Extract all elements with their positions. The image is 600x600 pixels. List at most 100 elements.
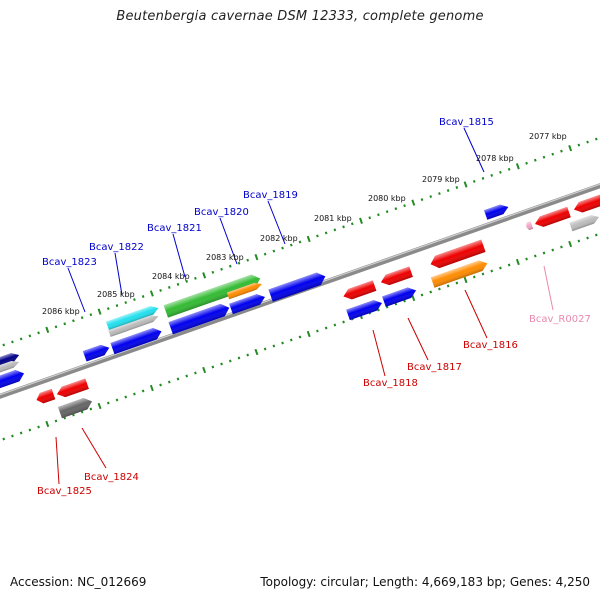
gene-blue-left[interactable] [0,368,26,391]
inner-ruler-dot [472,275,476,279]
inner-ruler-dot [220,362,223,366]
tick-label-2084: 2084 kbp [152,272,190,281]
tick-label-2086: 2086 kbp [42,307,80,316]
gene-features [0,193,600,419]
outer-ruler-dot [124,301,128,305]
outer-ruler-dot [342,225,345,229]
gene-bcav-1815[interactable] [484,202,510,220]
gene-grey-mid-shade [108,315,159,337]
gene-orange-small[interactable] [226,281,263,300]
gene-bcav-1824-shade [57,398,93,419]
gene-navy-left[interactable] [0,351,21,370]
inner-ruler-dot [124,395,128,399]
label-bcav-1825[interactable]: Bcav_1825 [37,486,92,497]
gene-bcav-1824[interactable] [57,396,94,419]
gene-bcav-1815-shade [484,204,509,220]
outer-ruler-dot [298,240,302,244]
gene-bcav-r0027[interactable] [525,221,534,231]
gene-bcav-1823[interactable] [110,326,163,355]
label-leaders [55,127,554,485]
gene-bcav-1822[interactable] [106,304,160,331]
label-bcav-1821[interactable]: Bcav_1821 [147,223,202,234]
tick-label-2085: 2085 kbp [97,290,135,299]
tick-label-2081: 2081 kbp [314,214,352,223]
leader-bcav-1823 [67,267,86,313]
inner-ruler-dot [167,380,171,384]
outer-ruler-dot [403,204,406,208]
outer-ruler-dot [72,319,75,323]
label-bcav-r0027[interactable]: Bcav_R0027 [529,314,591,325]
gene-bcav-1820b[interactable] [229,292,267,315]
label-bcav-1820[interactable]: Bcav_1820 [194,207,249,218]
inner-ruler-major-tick [463,276,468,284]
inner-ruler-dot [54,419,58,423]
gene-bcav-1825[interactable] [35,388,56,405]
gene-orange-small-shade [226,283,262,300]
gene-red-a-shade [535,206,571,227]
label-bcav-1819[interactable]: Bcav_1819 [243,190,298,201]
label-bcav-1816[interactable]: Bcav_1816 [463,340,518,351]
gene-bcav-1824a[interactable] [55,378,89,400]
inner-ruler-dot [194,371,197,375]
inner-ruler-major-tick [202,366,207,374]
outer-ruler-dot [542,155,546,159]
outer-ruler-dot [228,264,232,268]
label-bcav-1822[interactable]: Bcav_1822 [89,242,144,253]
leader-bcav-1821 [172,233,186,278]
gene-red-a[interactable] [533,206,571,229]
outer-ruler-dot [420,198,424,202]
gene-bcav-1816a[interactable] [428,239,486,271]
label-bcav-1817[interactable]: Bcav_1817 [407,362,462,373]
outer-ruler-dot [185,279,189,283]
inner-ruler-dot [281,341,284,345]
inner-ruler-dot [542,251,546,255]
outer-ruler-dot [525,161,528,165]
outer-ruler-dot [490,173,494,177]
gene-grey-mid[interactable] [108,313,159,337]
outer-ruler-dot [2,343,6,347]
outer-ruler-major-tick [306,235,311,243]
outer-ruler-major-tick [359,217,363,224]
label-bcav-1818[interactable]: Bcav_1818 [363,378,418,389]
gene-bcav-1820-shade [163,274,261,318]
outer-ruler-dot [333,228,337,232]
inner-ruler-dot [272,344,276,348]
inner-ruler-dot [507,263,511,267]
gene-bcav-1820[interactable] [163,272,263,318]
label-bcav-1824[interactable]: Bcav_1824 [84,472,139,483]
gene-grey-right[interactable] [569,213,600,232]
inner-ruler-dot [533,254,537,258]
leader-bcav-1824 [81,427,107,469]
gene-red-c[interactable] [379,266,413,288]
outer-ruler-dot [560,149,563,153]
gene-red-c-shade [380,266,413,286]
label-bcav-1815[interactable]: Bcav_1815 [439,117,494,128]
gene-bcav-1821-shade [168,303,230,335]
accession-text: Accession: NC_012669 [10,575,147,589]
gene-bcav-1817[interactable] [382,285,418,307]
inner-ruler-dot [455,281,459,285]
inner-ruler-major-tick [411,294,416,302]
ruler-dots [2,137,598,441]
inner-ruler-dot [560,245,563,249]
gene-bcav-1818[interactable] [346,298,384,321]
label-bcav-1823[interactable]: Bcav_1823 [42,257,97,268]
tick-label-2077: 2077 kbp [529,132,567,141]
inner-ruler-major-tick [254,348,259,356]
gene-grey-left[interactable] [0,359,20,376]
gene-red-b[interactable] [572,193,600,215]
inner-ruler-dot [324,326,328,330]
inner-ruler-major-tick [568,240,573,248]
gene-blue-small[interactable] [82,343,111,362]
inner-ruler-dot [89,407,93,411]
outer-ruler-dot [472,179,476,183]
gene-bcav-1821[interactable] [168,302,232,335]
gene-bcav-1816[interactable] [430,258,489,288]
outer-ruler-dot [533,158,537,162]
gene-bcav-1819[interactable] [268,270,327,302]
gene-red-d[interactable] [342,280,377,301]
inner-ruler-dot [37,425,40,429]
inner-ruler-dot [228,359,232,363]
leader-bcav-1822 [114,252,123,296]
leader-bcav-1816 [464,289,488,339]
